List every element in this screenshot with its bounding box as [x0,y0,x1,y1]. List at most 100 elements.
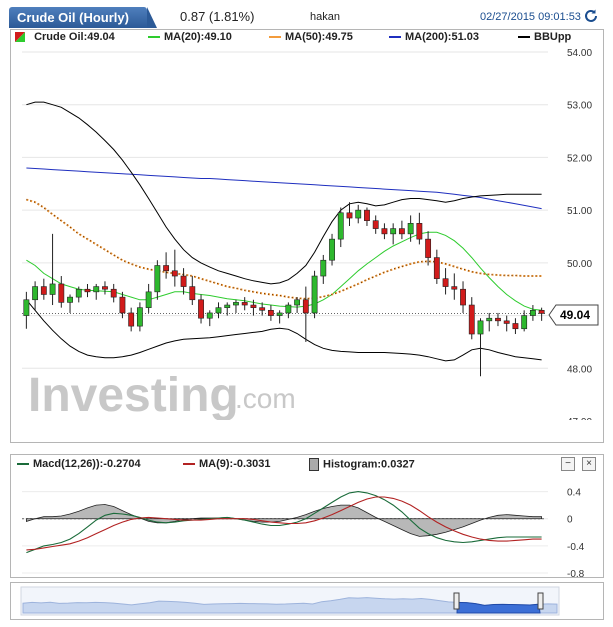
candle[interactable] [180,275,187,287]
legend-histogram-swatch [309,458,319,471]
candle[interactable] [198,299,204,319]
instrument-title[interactable]: Crude Oil (Hourly) [9,7,157,28]
legend-ma200-swatch [389,36,401,39]
price-tag: 49.04 [548,304,599,326]
candle[interactable] [40,286,47,295]
legend-macd-item: Macd(12,26)):-0.2704 [17,458,141,470]
legend-macd-ma-swatch [183,463,195,466]
candle[interactable] [460,288,466,306]
legend-macd-swatch [17,463,29,466]
candle[interactable] [477,320,484,335]
chart-logo-icon [15,32,25,43]
y-tick-label: 53.00 [567,101,592,112]
candle[interactable] [538,309,545,314]
candle[interactable] [503,320,510,324]
y-tick-label: 51.00 [567,206,592,217]
candle[interactable] [495,317,501,322]
legend-macd: Macd(12,26)):-0.2704 [33,458,141,470]
candle[interactable] [346,212,353,219]
refresh-icon[interactable] [583,8,599,24]
candle[interactable] [84,288,91,293]
candle[interactable] [119,296,126,314]
candle[interactable] [320,259,327,277]
candle[interactable] [136,307,143,327]
legend-ma20-swatch [148,36,160,39]
navigator-panel [10,582,604,620]
candle[interactable] [241,302,248,306]
legend-ma50-item: MA(50):49.75 [269,31,353,43]
legend-macd-ma-item: MA(9):-0.3031 [183,458,271,470]
legend-ma200: MA(200):51.03 [405,31,479,43]
macd-panel: Macd(12,26)):-0.2704 MA(9):-0.3031 Histo… [10,454,604,578]
close-button[interactable]: × [582,457,596,471]
candle[interactable] [416,223,423,240]
candle[interactable] [451,286,458,290]
candle[interactable] [364,209,370,221]
navigator-chart[interactable] [11,583,603,619]
candle[interactable] [93,286,100,293]
candle[interactable] [267,309,274,316]
candle[interactable] [67,296,73,303]
candle[interactable] [512,323,519,330]
candle[interactable] [398,228,405,235]
candle[interactable] [329,238,335,261]
legend-histogram: Histogram:0.0327 [323,458,415,471]
candle[interactable] [372,220,379,229]
candle[interactable] [311,275,318,314]
price-chart-panel: Crude Oil:49.04 MA(20):49.10 MA(50):49.7… [10,29,604,443]
candle[interactable] [102,286,108,290]
candle[interactable] [442,278,449,287]
candle[interactable] [381,228,388,235]
candle[interactable] [189,286,196,301]
y-tick-label: 48.00 [567,364,592,375]
candle[interactable] [23,299,30,316]
candle[interactable] [233,302,239,306]
candle[interactable] [486,317,493,322]
candle[interactable] [285,304,292,314]
candle[interactable] [259,307,266,311]
candle[interactable] [75,288,82,298]
candle[interactable] [276,312,283,316]
candle[interactable] [337,212,344,240]
candle[interactable] [110,288,117,298]
candle[interactable] [425,238,432,258]
candle[interactable] [32,286,39,301]
candle[interactable] [171,270,178,277]
candle[interactable] [390,228,397,235]
candle[interactable] [58,283,65,303]
navigator-left-handle[interactable] [453,592,460,610]
legend-macd-ma: MA(9):-0.3031 [199,458,271,470]
candle[interactable] [49,283,56,295]
candle[interactable] [355,209,362,219]
watermark-bold: Investing [28,369,239,420]
timestamp: 02/27/2015 09:01:53 [480,11,581,23]
legend-bbupp-swatch [518,36,530,39]
series-line-bbupp [26,101,542,285]
price-chart[interactable]: Investing .com 54.00 53.00 52.00 51.00 50.00… [0,0,613,420]
candle[interactable] [145,291,152,308]
candle[interactable] [154,265,161,293]
candle[interactable] [250,304,257,308]
candle[interactable] [128,312,135,327]
y-tick-label: 52.00 [567,153,592,164]
candle[interactable] [529,309,536,316]
candle[interactable] [294,299,301,306]
candle[interactable] [302,299,309,314]
legend-crude-oil: Crude Oil:49.04 [34,31,115,43]
minimize-button[interactable]: − [561,457,575,471]
candle[interactable] [224,304,231,308]
price-change: 0.87 (1.81%) [180,9,255,24]
candle[interactable] [206,312,213,319]
candle[interactable] [163,265,170,272]
candle[interactable] [521,315,528,330]
navigator-right-handle[interactable] [537,592,544,610]
candle[interactable] [407,223,414,235]
candle[interactable] [433,257,440,279]
legend-bbupp: BBUpp [534,31,572,43]
username: hakan [310,11,340,23]
legend-bbupp-item: BBUpp [518,31,571,43]
candle[interactable] [215,307,222,314]
candle[interactable] [468,304,475,335]
watermark: Investing .com [28,369,296,420]
y-tick-label: 54.00 [567,48,592,59]
